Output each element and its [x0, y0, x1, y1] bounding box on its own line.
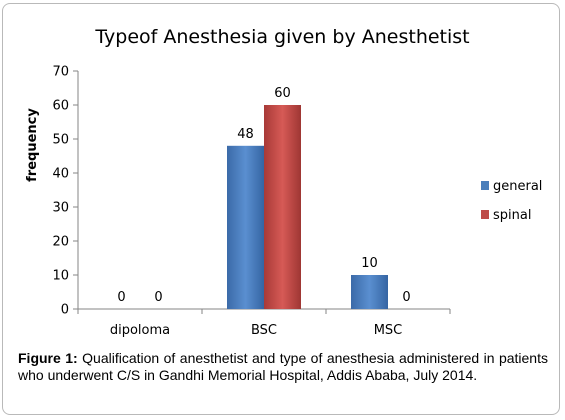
data-label-spinal-BSC: 60	[274, 86, 291, 101]
x-tick-label: MSC	[374, 323, 403, 338]
caption-label: Figure 1:	[18, 350, 78, 366]
bar-general-MSC	[351, 275, 388, 309]
y-tick-label: 10	[52, 269, 69, 284]
data-label-spinal-MSC: 0	[402, 290, 410, 305]
y-tick-label: 20	[52, 235, 69, 250]
x-tick-label: BSC	[251, 323, 277, 338]
legend: general spinal	[481, 179, 542, 223]
legend-swatch-spinal	[481, 210, 489, 219]
data-label-spinal-dipoloma: 0	[154, 290, 162, 305]
x-tick-label: dipoloma	[110, 323, 170, 338]
bar-spinal-BSC	[264, 105, 301, 309]
y-axis-label: frequency	[25, 108, 40, 182]
legend-swatch-general	[481, 181, 489, 190]
data-label-general-dipoloma: 0	[117, 290, 125, 305]
y-tick-label: 50	[52, 133, 69, 148]
data-label-general-BSC: 48	[237, 127, 254, 142]
y-tick-label: 30	[52, 201, 69, 216]
data-labels: 0 0 48 60 10 0	[117, 86, 410, 305]
y-axis: 0 10 20 30 40 50 60 70	[52, 65, 79, 318]
legend-label-general: general	[493, 179, 542, 194]
chart-title: Typeof Anesthesia given by Anesthetist	[95, 26, 470, 48]
data-label-general-MSC: 10	[361, 256, 378, 271]
caption-text: Qualification of anesthetist and type of…	[18, 350, 548, 383]
x-axis: dipoloma BSC MSC	[77, 308, 451, 338]
y-tick-label: 60	[52, 99, 69, 114]
y-tick-label: 40	[52, 167, 69, 182]
legend-label-spinal: spinal	[493, 208, 531, 223]
bars	[227, 105, 388, 309]
figure-caption: Figure 1: Qualification of anesthetist a…	[18, 350, 548, 384]
y-tick-label: 0	[61, 303, 69, 318]
bar-general-BSC	[227, 145, 264, 309]
y-tick-label: 70	[52, 65, 69, 80]
